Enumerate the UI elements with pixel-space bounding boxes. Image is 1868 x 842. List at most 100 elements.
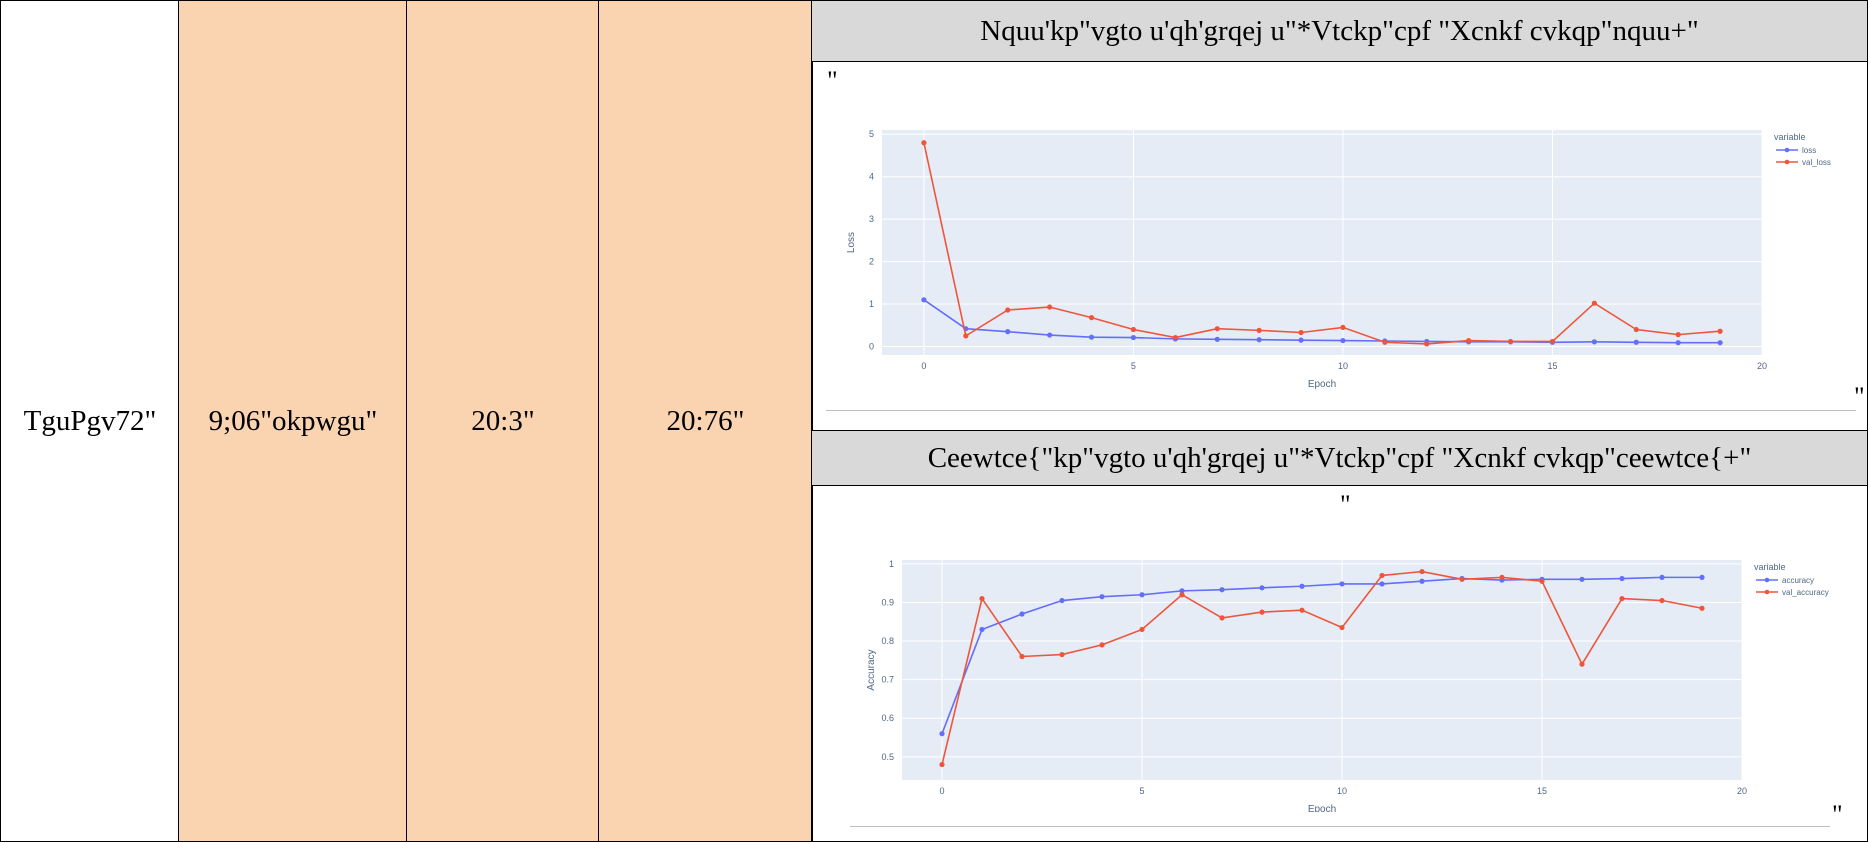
loss-point-loss	[921, 297, 927, 303]
accuracy-point-val_accuracy	[1379, 572, 1385, 579]
loss-point-val_loss	[1717, 328, 1723, 334]
accuracy-point-val_accuracy	[1099, 642, 1105, 648]
loss-section-header: Nquu'kp"vgto u'qh'grqej u"*Vtckp"cpf "Xc…	[811, 0, 1868, 62]
loss-y-tick-label: 4	[869, 172, 874, 182]
loss-point-val_loss	[1549, 338, 1556, 345]
accuracy-series-line-accuracy	[941, 576, 1702, 734]
loss-x-tick-label: 0	[921, 361, 926, 371]
loss-plot-area	[882, 130, 1762, 355]
loss-divider	[826, 410, 1856, 411]
params-cell: 9;06"okpwgu"	[178, 0, 408, 842]
accuracy-point-val_accuracy	[1059, 651, 1065, 658]
loss-x-tick-label: 20	[1757, 361, 1767, 371]
loss-point-val_loss	[1591, 300, 1597, 306]
value-a-cell: 20:3"	[406, 0, 600, 842]
loss-point-loss	[1005, 329, 1011, 335]
accuracy-legend-label-val_accuracy: val_accuracy	[1782, 588, 1829, 597]
accuracy-point-accuracy	[1139, 592, 1145, 598]
loss-point-val_loss	[1172, 334, 1178, 341]
loss-y-tick-label: 5	[869, 129, 874, 139]
quote-mark-1: "	[827, 66, 838, 95]
accuracy-y-tick-label: 0.6	[881, 713, 894, 723]
accuracy-y-tick-label: 0.5	[881, 752, 894, 762]
accuracy-point-val_accuracy	[1259, 609, 1265, 615]
loss-point-val_loss	[1047, 304, 1053, 310]
quote-mark-2: "	[1854, 382, 1865, 411]
accuracy-chart: 0 5 10 15 20 0.5 0.6 0.7 0.8 0.9 1 Epoch Accuracy var…	[866, 559, 1829, 812]
accuracy-point-accuracy	[979, 626, 985, 633]
loss-point-loss	[1591, 339, 1597, 345]
accuracy-point-accuracy	[1099, 594, 1105, 600]
accuracy-point-val_accuracy	[1499, 574, 1505, 580]
loss-legend-label-val_loss: val_loss	[1802, 158, 1831, 167]
accuracy-point-val_accuracy	[1419, 568, 1425, 575]
accuracy-section-header: Ceewtce{"kp"vgto u'qh'grqej u"*Vtckp"cpf…	[811, 430, 1868, 486]
model-name: TguPgv72"	[23, 404, 157, 437]
accuracy-x-tick-label: 5	[1139, 786, 1144, 796]
accuracy-x-tick-label: 0	[939, 786, 944, 796]
accuracy-legend-marker-accuracy	[1764, 577, 1770, 583]
loss-point-val_loss	[921, 140, 927, 146]
loss-point-val_loss	[1214, 326, 1220, 332]
accuracy-point-val_accuracy	[1699, 605, 1705, 611]
loss-chart: 0 5 10 15 20 0 1 2 3 4 5 Epoch Loss variable loss val_l…	[846, 129, 1831, 390]
accuracy-point-accuracy	[1259, 585, 1265, 591]
loss-series-line-val_loss	[923, 142, 1721, 345]
loss-point-val_loss	[1424, 341, 1430, 347]
loss-point-loss	[1717, 340, 1723, 346]
accuracy-y-axis-label: Accuracy	[866, 649, 877, 690]
value-b: 20:76"	[666, 404, 745, 437]
loss-point-val_loss	[1633, 326, 1639, 333]
loss-point-loss	[1214, 336, 1220, 342]
accuracy-point-val_accuracy	[1019, 653, 1025, 660]
accuracy-point-val_accuracy	[939, 761, 945, 768]
loss-point-val_loss	[1466, 337, 1472, 344]
loss-x-tick-label: 10	[1338, 361, 1348, 371]
value-a: 20:3"	[471, 404, 535, 437]
accuracy-point-accuracy	[1059, 597, 1065, 604]
loss-point-val_loss	[1382, 339, 1388, 345]
accuracy-point-val_accuracy	[1339, 624, 1345, 631]
accuracy-point-val_accuracy	[1459, 576, 1465, 582]
loss-point-loss	[1298, 337, 1304, 343]
accuracy-point-accuracy	[1699, 574, 1705, 580]
loss-y-tick-label: 3	[869, 214, 874, 224]
quote-mark-4: "	[1832, 800, 1843, 829]
accuracy-point-val_accuracy	[1299, 607, 1305, 613]
accuracy-point-accuracy	[1019, 611, 1025, 617]
accuracy-legend-marker-val_accuracy	[1764, 589, 1770, 595]
loss-y-tick-label: 0	[869, 342, 874, 352]
accuracy-point-val_accuracy	[1179, 592, 1185, 598]
loss-x-axis-label: Epoch	[1308, 379, 1336, 390]
accuracy-point-val_accuracy	[1659, 597, 1665, 604]
accuracy-legend-title: variable	[1754, 562, 1786, 572]
accuracy-x-tick-label: 10	[1337, 786, 1347, 796]
accuracy-point-accuracy	[1419, 578, 1425, 584]
loss-point-val_loss	[1005, 307, 1011, 313]
accuracy-point-accuracy	[1659, 574, 1665, 580]
loss-x-tick-label: 15	[1547, 361, 1557, 371]
accuracy-y-tick-label: 1	[889, 559, 894, 569]
loss-point-val_loss	[1088, 315, 1095, 321]
accuracy-point-val_accuracy	[979, 595, 985, 602]
loss-legend-marker-val_loss	[1784, 159, 1790, 165]
loss-point-loss	[1675, 340, 1681, 346]
value-b-cell: 20:76"	[598, 0, 813, 842]
loss-point-loss	[1340, 337, 1346, 344]
accuracy-x-tick-label: 15	[1537, 786, 1547, 796]
accuracy-point-val_accuracy	[1579, 661, 1585, 667]
accuracy-x-tick-label: 20	[1737, 786, 1747, 796]
loss-point-val_loss	[1298, 329, 1304, 336]
accuracy-point-accuracy	[939, 731, 945, 737]
loss-legend-marker-loss	[1784, 147, 1790, 153]
accuracy-point-accuracy	[1619, 575, 1625, 582]
accuracy-x-axis-label: Epoch	[1308, 804, 1336, 812]
loss-point-loss	[1088, 334, 1095, 340]
accuracy-point-accuracy	[1219, 587, 1225, 593]
model-name-cell: TguPgv72"	[0, 0, 180, 842]
loss-series-line-loss	[923, 299, 1721, 344]
accuracy-point-accuracy	[1379, 581, 1385, 587]
loss-y-tick-label: 1	[869, 299, 874, 309]
loss-legend-label-loss: loss	[1802, 146, 1816, 155]
